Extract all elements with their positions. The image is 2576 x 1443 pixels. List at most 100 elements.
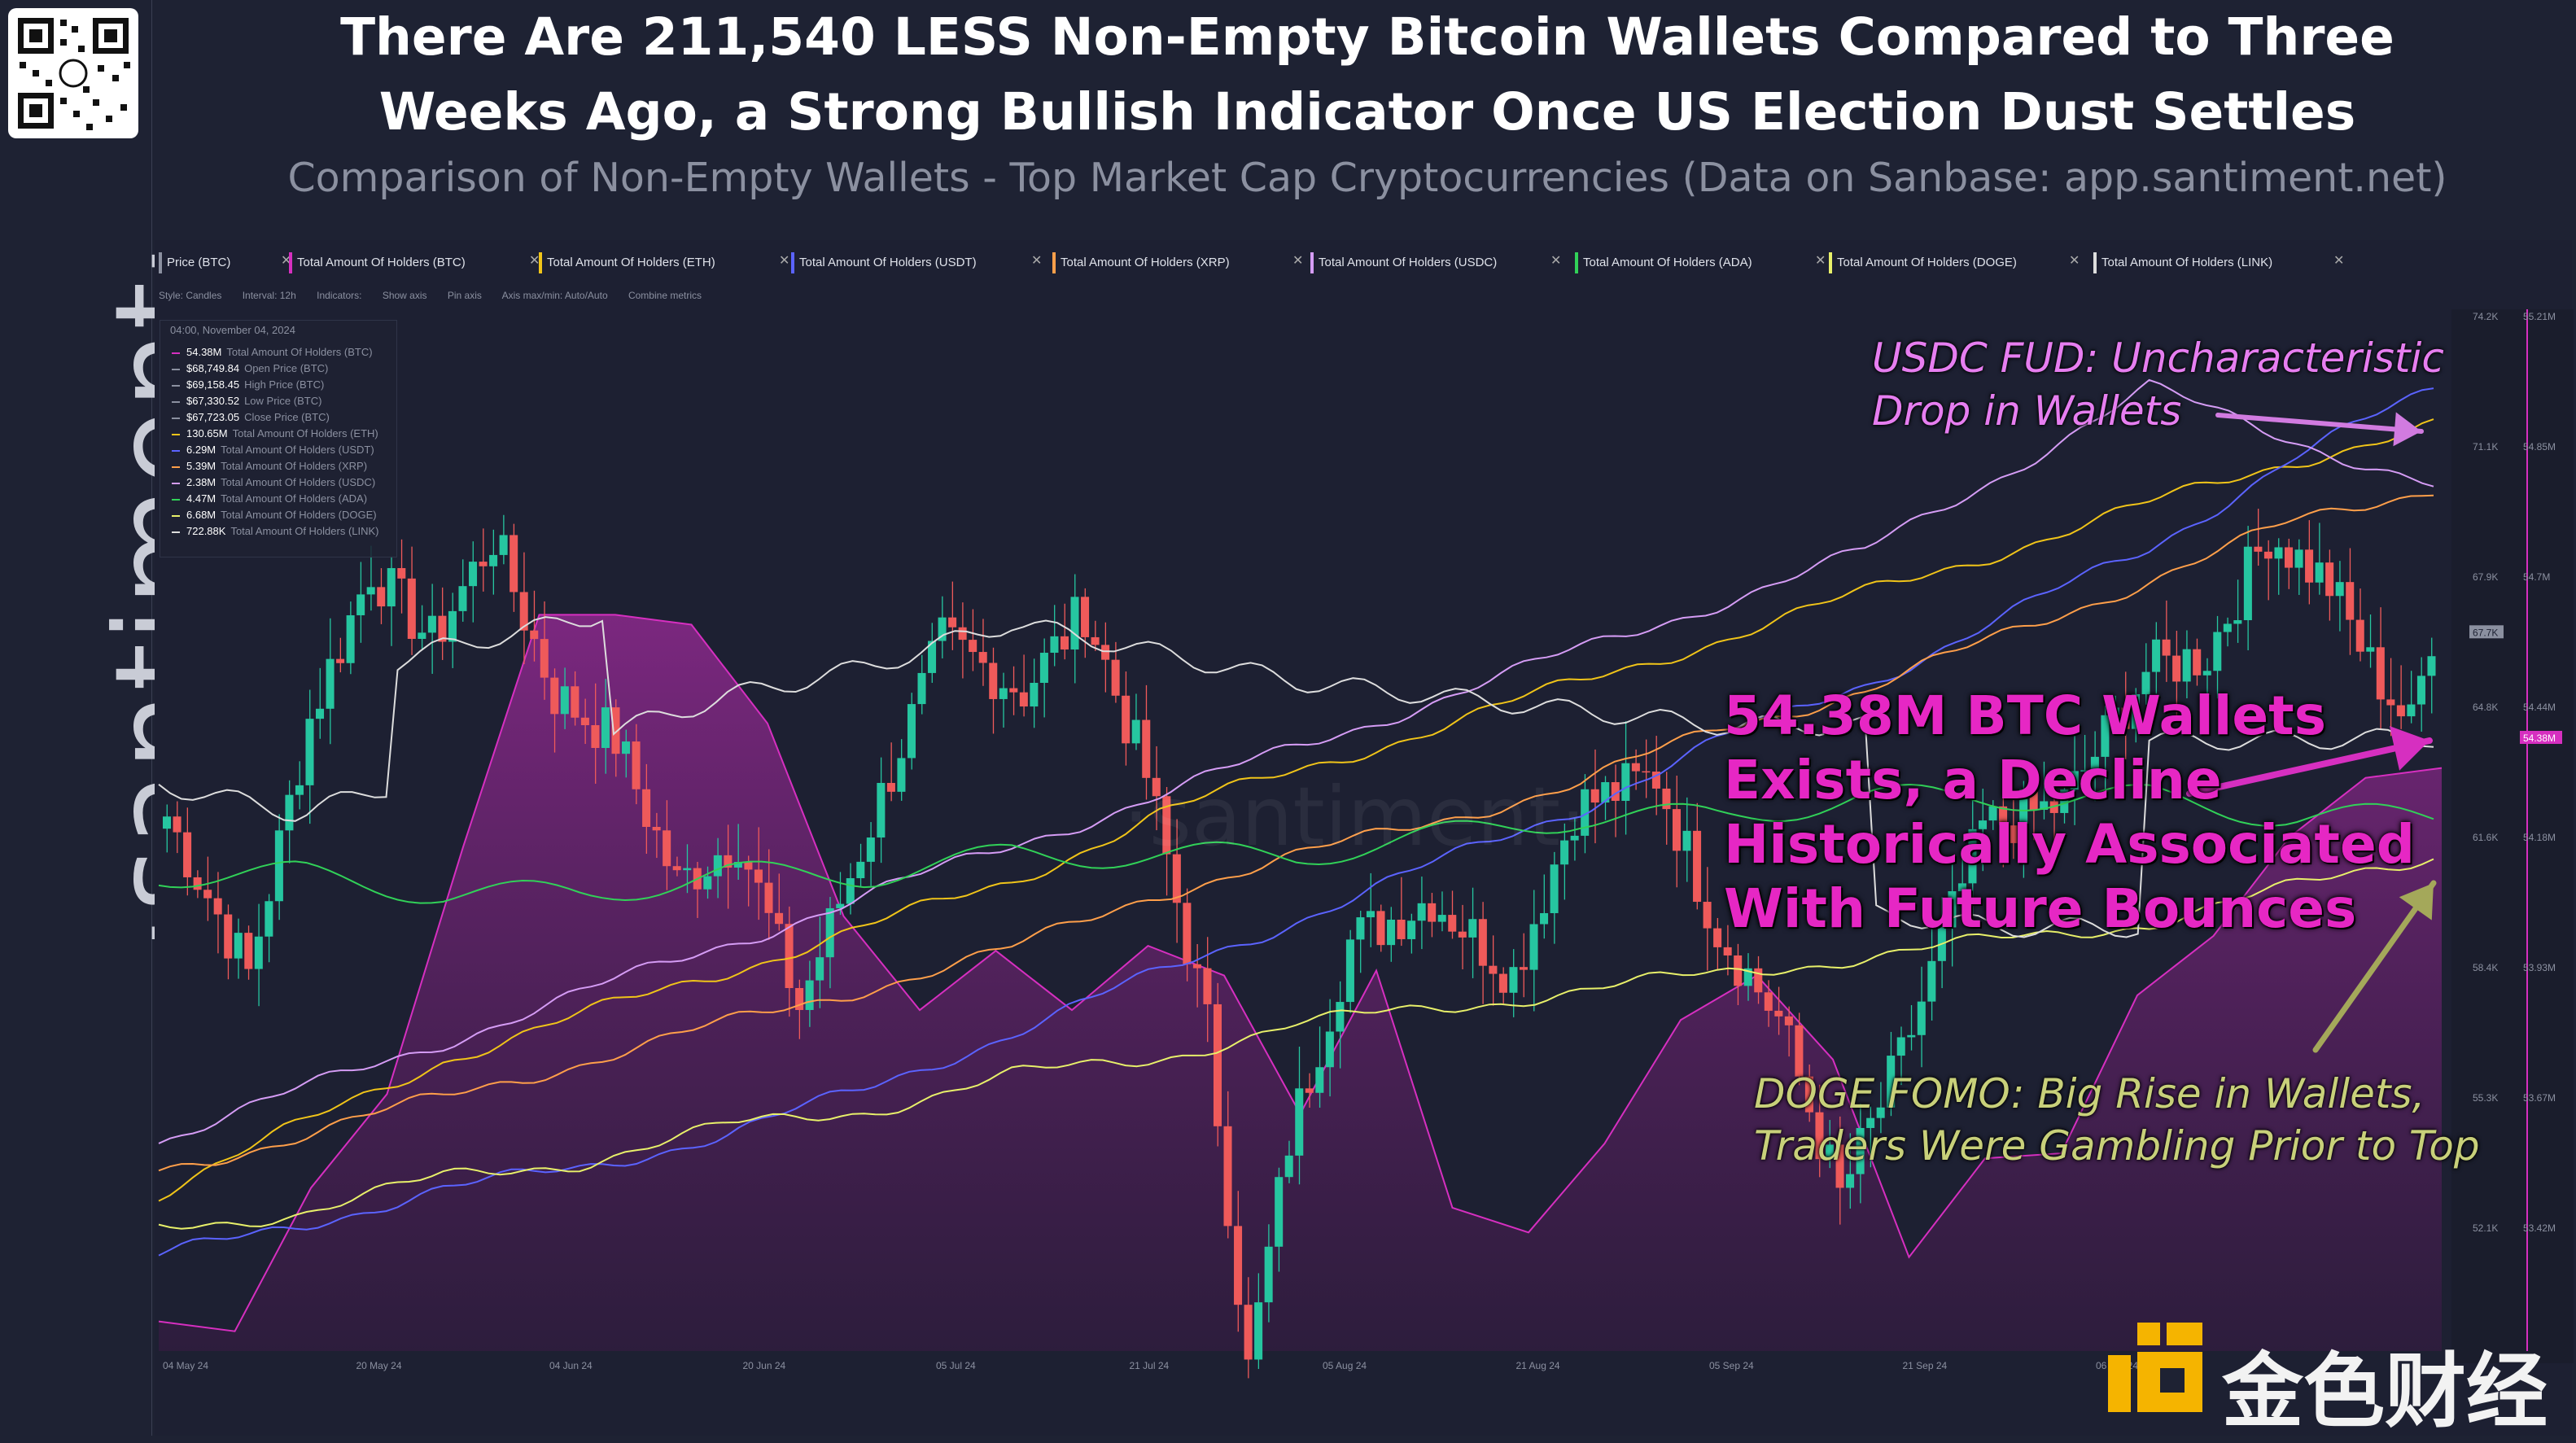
metric-tab[interactable]: Total Amount Of Holders (ADA)	[1575, 252, 1752, 277]
metric-tab[interactable]: Total Amount Of Holders (LINK)	[2093, 252, 2272, 277]
candle-body	[1417, 903, 1426, 921]
btc-holders-axis-label: 53.93M	[2523, 962, 2556, 973]
candle-body	[1642, 771, 1651, 773]
doge-arrow	[2312, 880, 2437, 1053]
candle-body	[948, 617, 957, 627]
candle-body	[1234, 1226, 1243, 1305]
candle-body	[1387, 919, 1396, 946]
candle-body	[356, 594, 365, 615]
candle-body	[1804, 1076, 1813, 1113]
close-icon[interactable]: ✕	[1031, 252, 1043, 268]
candle-body	[1336, 1002, 1345, 1032]
candle-body	[622, 741, 631, 754]
annotation-doge: DOGE FOMO: Big Rise in Wallets, Traders …	[1754, 1068, 2480, 1172]
x-tick-label: 21 Aug 24	[1516, 1360, 1560, 1371]
candle-body	[1172, 854, 1181, 903]
style-selector[interactable]: Style: Candles	[159, 290, 222, 301]
metric-tab[interactable]: Total Amount Of Holders (XRP)	[1052, 252, 1230, 277]
title-line-1: There Are 211,540 LESS Non-Empty Bitcoin…	[340, 7, 2394, 67]
metric-tab[interactable]: Total Amount Of Holders (USDT)	[791, 252, 977, 277]
candle-body	[683, 868, 692, 871]
metric-tab[interactable]: Total Amount Of Holders (ETH)	[539, 252, 715, 277]
candle-body	[1693, 830, 1702, 903]
watermark: ·santiment·	[1123, 769, 1586, 864]
show-axis-toggle[interactable]: Show axis	[382, 290, 427, 301]
candle-body	[265, 901, 273, 937]
close-icon[interactable]: ✕	[2069, 252, 2080, 268]
legend-row: 6.68M Total Amount Of Holders (DOGE)	[172, 507, 396, 523]
candle-body	[611, 707, 620, 754]
legend-swatch	[172, 514, 180, 517]
candle-body	[346, 614, 355, 663]
btc-holders-marker-label: 54.38M	[2523, 732, 2556, 744]
legend-name: Low Price (BTC)	[244, 395, 322, 407]
tab-label: Total Amount Of Holders (LINK)	[2101, 255, 2273, 269]
candle-body	[2274, 547, 2283, 559]
annotation-usdc-line-2: Drop in Wallets	[1872, 387, 2182, 435]
candle-body	[1651, 772, 1660, 789]
candle-body	[2029, 789, 2038, 811]
metric-tab[interactable]: Total Amount Of Holders (BTC)	[289, 252, 466, 277]
tab-color-swatch	[1310, 252, 1314, 273]
candle-body	[1887, 1056, 1896, 1108]
close-icon[interactable]: ✕	[1815, 252, 1826, 268]
metric-tab[interactable]: Total Amount Of Holders (USDC)	[1310, 252, 1497, 277]
candle-body	[1356, 917, 1365, 940]
axis-mode-selector[interactable]: Axis max/min: Auto/Auto	[501, 290, 608, 301]
candle-body	[510, 535, 518, 593]
btc-holders-axis-label: 54.18M	[2523, 832, 2556, 843]
candle-body	[2263, 551, 2272, 559]
annotation-usdc-line-1: USDC FUD: Uncharacteristic	[1872, 335, 2444, 382]
candle-body	[366, 587, 375, 595]
legend-row: 4.47M Total Amount Of Holders (ADA)	[172, 491, 396, 507]
interval-selector[interactable]: Interval: 12h	[242, 290, 296, 301]
candle-body	[866, 837, 875, 862]
candle-body	[2193, 649, 2202, 676]
close-icon[interactable]: ✕	[1550, 252, 1562, 268]
metric-tab[interactable]: Price (BTC)	[159, 252, 230, 277]
close-icon[interactable]: ✕	[1292, 252, 1304, 268]
chart-subtitle: Comparison of Non-Empty Wallets - Top Ma…	[287, 155, 2447, 201]
candle-body	[642, 789, 651, 828]
candle-body	[1581, 789, 1590, 836]
legend-row: 2.38M Total Amount Of Holders (USDC)	[172, 474, 396, 491]
candle-body	[2110, 707, 2119, 715]
metric-tab[interactable]: Total Amount Of Holders (DOGE)	[1829, 252, 2017, 277]
candle-body	[2335, 582, 2344, 597]
combine-metrics-button[interactable]: Combine metrics	[628, 290, 702, 301]
candle-body	[2386, 699, 2395, 706]
close-icon[interactable]: ✕	[779, 252, 790, 268]
candle-body	[1101, 645, 1110, 660]
candle-body	[1743, 968, 1752, 986]
legend-name: Total Amount Of Holders (BTC)	[226, 346, 373, 358]
candle-body	[1774, 1010, 1783, 1017]
close-icon[interactable]: ✕	[529, 252, 540, 268]
candle-body	[2172, 655, 2181, 682]
holders-line	[158, 783, 2434, 904]
holders-line	[158, 616, 2434, 938]
candle-body	[1723, 947, 1732, 955]
close-icon[interactable]: ✕	[2333, 252, 2345, 268]
indicators-selector[interactable]: Indicators:	[317, 290, 362, 301]
candle-body	[1264, 1246, 1273, 1303]
tab-color-swatch	[1052, 252, 1056, 273]
candle-body	[2090, 756, 2099, 771]
candle-body	[1978, 820, 1988, 829]
candle-body	[917, 672, 926, 705]
candle-body	[2080, 770, 2089, 772]
legend-name: Open Price (BTC)	[244, 362, 329, 374]
candle-body	[1131, 719, 1140, 744]
candle-body	[274, 830, 283, 902]
candle-body	[1009, 688, 1018, 693]
chart-title: There Are 211,540 LESS Non-Empty Bitcoin…	[163, 0, 2572, 150]
legend-swatch	[172, 482, 180, 484]
candle-body	[1896, 1037, 1905, 1056]
candle-body	[560, 686, 569, 715]
legend-swatch	[172, 433, 180, 435]
pin-axis-toggle[interactable]: Pin axis	[447, 290, 482, 301]
tab-label: Total Amount Of Holders (USDT)	[799, 255, 977, 269]
tab-color-swatch	[2093, 252, 2097, 273]
legend-value: 2.38M	[186, 476, 216, 488]
candle-body	[336, 658, 345, 663]
